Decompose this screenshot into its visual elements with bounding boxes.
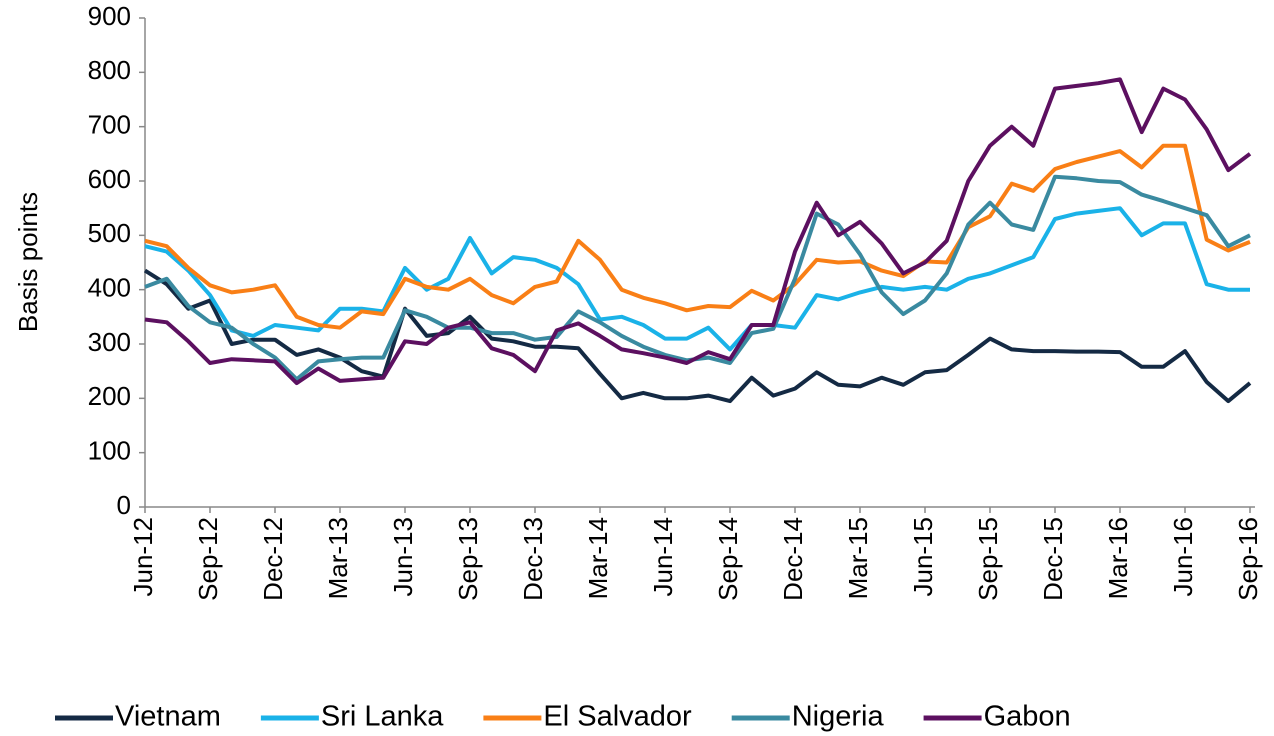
y-tick-label: 300 [88,327,131,357]
x-tick-label: Jun-14 [648,517,678,597]
legend-label: Gabon [984,701,1071,733]
x-tick-label: Dec-14 [778,517,808,601]
y-tick-label: 400 [88,273,131,303]
legend-label: Vietnam [115,701,221,733]
y-tick-label: 600 [88,164,131,194]
x-tick-label: Dec-12 [258,517,288,601]
y-axis-label: Basis points [13,192,43,332]
y-tick-label: 900 [88,1,131,31]
x-tick-label: Jun-15 [908,517,938,597]
y-tick-label: 500 [88,218,131,248]
x-tick-label: Jun-16 [1168,517,1198,597]
series-line [144,174,1251,382]
x-tick-label: Mar-16 [1103,517,1133,599]
y-tick-label: 200 [88,381,131,411]
series-line [144,206,1250,352]
y-tick-label: 100 [88,436,131,466]
x-tick-label: Jun-13 [388,517,418,597]
x-tick-label: Sep-16 [1233,517,1263,601]
x-tick-label: Mar-14 [583,517,613,599]
series-line [143,268,1252,404]
legend-label: Nigeria [792,701,885,733]
legend-label: El Salvador [543,701,692,733]
x-tick-label: Mar-15 [843,517,873,599]
y-tick-label: 700 [88,110,131,140]
x-tick-label: Dec-15 [1038,517,1068,601]
x-tick-label: Mar-13 [323,517,353,599]
y-tick-label: 800 [88,55,131,85]
y-tick-label: 0 [117,490,131,520]
x-tick-label: Dec-13 [518,517,548,601]
x-tick-label: Sep-12 [193,517,223,601]
series-line [144,143,1251,330]
x-tick-label: Sep-14 [713,517,743,601]
legend-label: Sri Lanka [321,701,444,733]
legend: Vietnam Sri Lanka El Salvador Nigeria Gabon [55,701,1071,733]
x-tick-label: Sep-15 [973,517,1003,601]
x-tick-label: Jun-12 [128,517,158,597]
series-line [144,77,1252,386]
x-tick-label: Sep-13 [453,517,483,601]
